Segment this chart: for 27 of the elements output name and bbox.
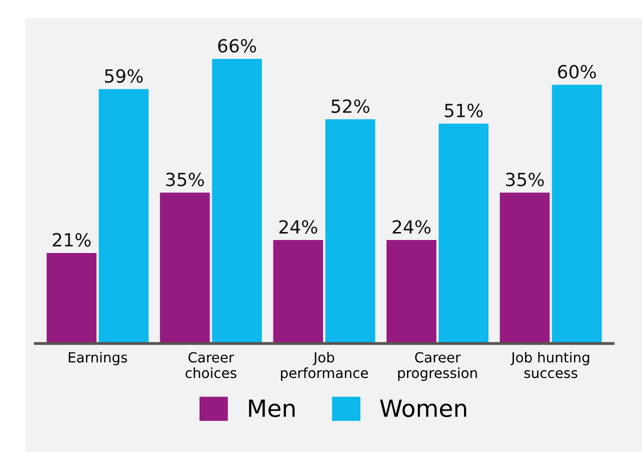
data-label: 59% xyxy=(105,69,143,83)
x-tick-label: Earnings xyxy=(68,352,128,366)
x-tick-label: Career progression xyxy=(398,352,477,381)
bar xyxy=(500,192,550,344)
data-label: 52% xyxy=(332,99,370,114)
bar xyxy=(212,58,262,344)
bar xyxy=(273,240,324,344)
data-label: 35% xyxy=(506,172,544,186)
data-label: 51% xyxy=(444,104,483,118)
bar xyxy=(552,84,602,344)
data-label: 66% xyxy=(218,38,256,53)
bar xyxy=(98,89,149,344)
data-label: 24% xyxy=(279,220,318,234)
legend-label: Men xyxy=(249,400,295,418)
legend-label: Women xyxy=(380,400,466,418)
bar xyxy=(46,252,96,344)
bar xyxy=(386,240,436,344)
x-tick-label: Job hunting success xyxy=(510,352,590,378)
bar xyxy=(160,192,210,344)
bar xyxy=(438,124,488,344)
data-label: 60% xyxy=(558,64,596,79)
data-label: 24% xyxy=(392,220,431,234)
x-tick-label: Job performance xyxy=(280,352,368,381)
data-label: 21% xyxy=(52,233,91,247)
x-tick-label: Career choices xyxy=(186,352,236,378)
data-label: 35% xyxy=(166,172,204,186)
bar xyxy=(325,119,376,344)
